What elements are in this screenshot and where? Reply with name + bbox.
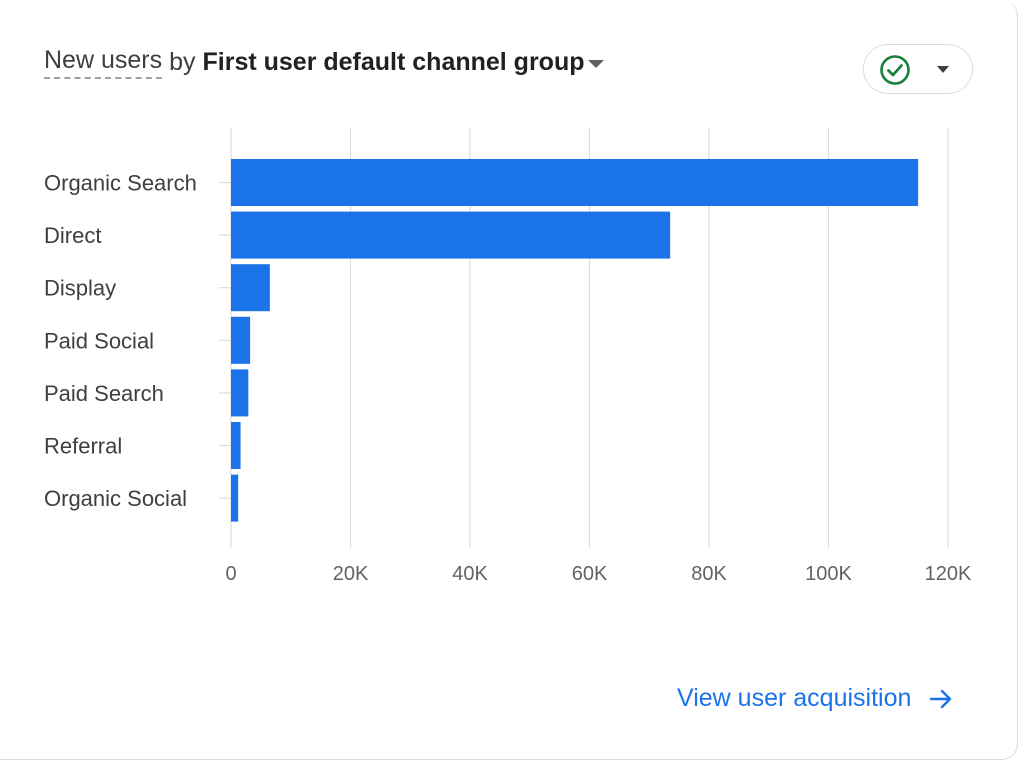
view-user-acquisition-link[interactable]: View user acquisition: [677, 684, 953, 713]
x-tick-label: 80K: [691, 563, 727, 585]
dimension-dropdown-icon[interactable]: [587, 59, 604, 68]
category-label: Referral: [44, 434, 122, 459]
category-label: Paid Search: [44, 381, 164, 406]
title-by: by: [169, 48, 196, 76]
category-label: Direct: [44, 223, 101, 248]
category-label: Display: [44, 276, 116, 301]
category-label: Paid Social: [44, 328, 154, 353]
bar: [231, 211, 671, 259]
check-circle-icon: [880, 55, 910, 85]
dimension-selector[interactable]: First user default channel group: [202, 48, 585, 76]
arrow-right-icon: [930, 689, 952, 708]
bar: [231, 264, 270, 312]
bar: [231, 316, 251, 364]
x-tick-label: 60K: [572, 563, 608, 585]
data-quality-chip[interactable]: [863, 44, 973, 94]
chevron-down-icon[interactable]: [937, 66, 949, 73]
bar: [231, 159, 919, 206]
bar-chart: 0 20K 40K 60K 80K 100K 120K Organic Search Direc…: [44, 128, 972, 585]
metric-selector[interactable]: New users: [44, 46, 163, 79]
link-label: View user acquisition: [677, 684, 912, 712]
bar: [231, 422, 241, 469]
bar: [231, 369, 249, 417]
category-label: Organic Search: [44, 171, 197, 196]
x-tick-label: 0: [225, 563, 236, 585]
category-label: Organic Social: [44, 486, 187, 511]
x-tick-label: 40K: [452, 563, 488, 585]
x-tick-label: 120K: [925, 563, 972, 585]
x-tick-label: 20K: [333, 563, 369, 585]
bar: [231, 474, 239, 522]
x-tick-label: 100K: [805, 563, 852, 585]
card-title: New users by First user default channel …: [44, 46, 604, 79]
